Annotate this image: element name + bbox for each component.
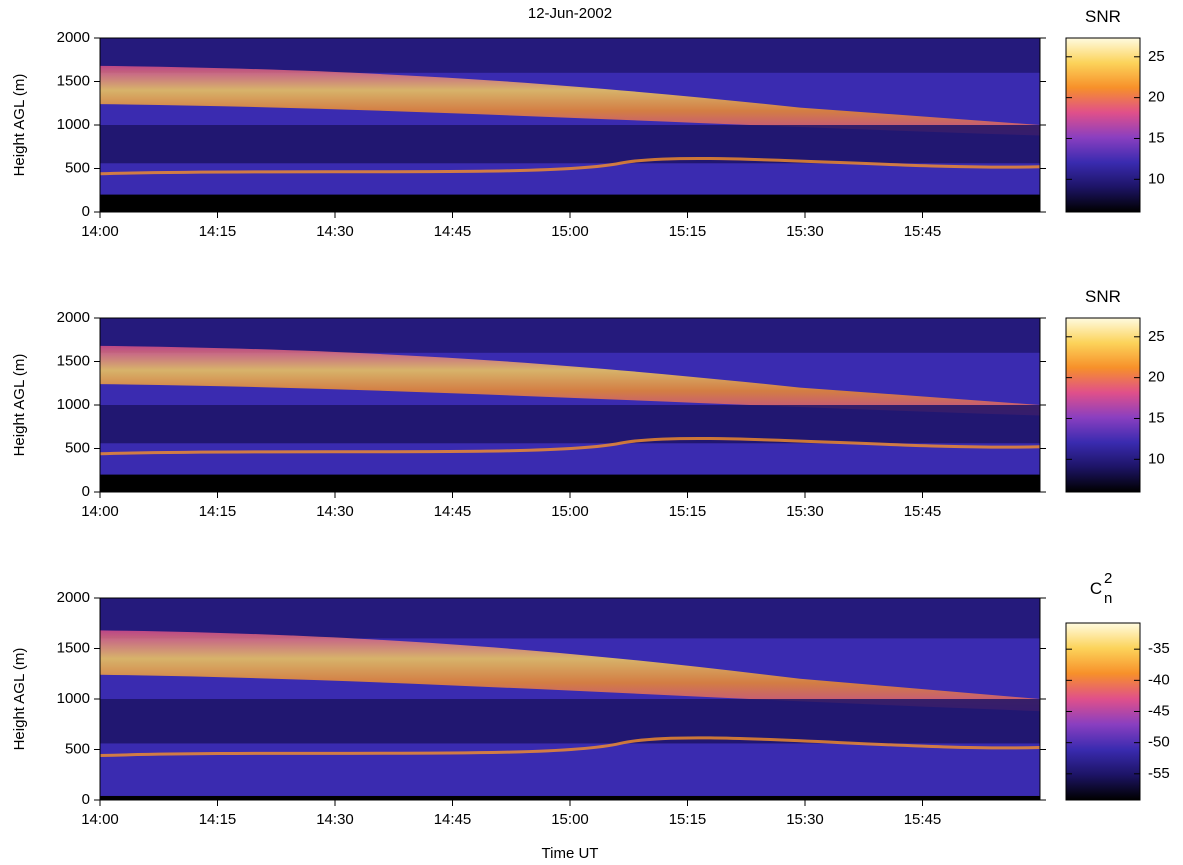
x-tick-label: 15:30 <box>786 811 824 828</box>
x-tick-label: 15:45 <box>904 503 942 520</box>
colorbar-label-sup: 2 <box>1104 570 1112 587</box>
figure: 12-Jun-2002 Time UT 050010001500200014:0… <box>0 0 1183 865</box>
y-tick-label: 1000 <box>57 396 90 413</box>
x-tick-label: 14:00 <box>81 503 119 520</box>
x-tick-label: 15:15 <box>669 503 707 520</box>
colorbar <box>1066 318 1140 492</box>
chart-title: 12-Jun-2002 <box>528 5 612 22</box>
x-tick-label: 14:00 <box>81 811 119 828</box>
colorbar-tick-label: -40 <box>1148 671 1170 688</box>
colorbar-label: SNR <box>1085 287 1121 306</box>
heatmap-upper <box>100 38 1040 73</box>
y-tick-label: 0 <box>82 203 90 220</box>
colorbar-tick-label: 25 <box>1148 48 1165 65</box>
colorbar-label-text: C <box>1090 579 1102 598</box>
x-tick-label: 15:45 <box>904 811 942 828</box>
x-tick-label: 14:45 <box>434 503 472 520</box>
y-tick-label: 500 <box>65 740 90 757</box>
colorbar-label: C <box>1090 579 1102 598</box>
x-tick-label: 14:15 <box>199 811 237 828</box>
heatmap-mid <box>100 125 1040 163</box>
colorbar-tick-label: 20 <box>1148 369 1165 386</box>
y-tick-label: 1000 <box>57 690 90 707</box>
y-tick-label: 1500 <box>57 352 90 369</box>
colorbar <box>1066 623 1140 800</box>
y-tick-label: 500 <box>65 159 90 176</box>
heatmap-upper <box>100 598 1040 638</box>
x-tick-label: 14:30 <box>316 811 354 828</box>
x-tick-label: 14:45 <box>434 811 472 828</box>
colorbar-tick-label: 15 <box>1148 409 1165 426</box>
colorbar-tick-label: -50 <box>1148 734 1170 751</box>
y-tick-label: 1000 <box>57 116 90 133</box>
heatmap-ground <box>100 195 1040 212</box>
colorbar-label-text: SNR <box>1085 287 1121 306</box>
y-tick-label: 2000 <box>57 309 90 326</box>
y-axis-label: Height AGL (m) <box>11 354 28 457</box>
x-tick-label: 15:30 <box>786 503 824 520</box>
y-tick-label: 0 <box>82 791 90 808</box>
x-tick-label: 14:45 <box>434 223 472 240</box>
x-tick-label: 15:00 <box>551 223 589 240</box>
x-tick-label: 15:45 <box>904 223 942 240</box>
y-tick-label: 1500 <box>57 72 90 89</box>
y-tick-label: 2000 <box>57 589 90 606</box>
colorbar <box>1066 38 1140 212</box>
heatmap-mid <box>100 405 1040 443</box>
heatmap-upper <box>100 318 1040 353</box>
x-tick-label: 14:00 <box>81 223 119 240</box>
x-tick-label: 14:15 <box>199 223 237 240</box>
colorbar-tick-label: 20 <box>1148 89 1165 106</box>
y-tick-label: 500 <box>65 439 90 456</box>
x-axis-label: Time UT <box>542 845 599 862</box>
colorbar-tick-label: 25 <box>1148 328 1165 345</box>
x-tick-label: 15:15 <box>669 223 707 240</box>
heatmap-ground <box>100 796 1040 800</box>
x-tick-label: 15:30 <box>786 223 824 240</box>
colorbar-tick-label: -45 <box>1148 702 1170 719</box>
colorbar-tick-label: -35 <box>1148 640 1170 657</box>
heatmap-ground <box>100 475 1040 492</box>
colorbar-label: SNR <box>1085 7 1121 26</box>
x-tick-label: 14:15 <box>199 503 237 520</box>
x-tick-label: 15:00 <box>551 503 589 520</box>
x-tick-label: 15:00 <box>551 811 589 828</box>
heatmap-mid <box>100 699 1040 743</box>
colorbar-label-sub: n <box>1104 590 1112 607</box>
colorbar-tick-label: 15 <box>1148 129 1165 146</box>
y-axis-label: Height AGL (m) <box>11 648 28 751</box>
y-axis-label: Height AGL (m) <box>11 74 28 177</box>
y-tick-label: 2000 <box>57 29 90 46</box>
colorbar-label-text: SNR <box>1085 7 1121 26</box>
x-tick-label: 14:30 <box>316 503 354 520</box>
colorbar-tick-label: -55 <box>1148 765 1170 782</box>
x-tick-label: 15:15 <box>669 811 707 828</box>
y-tick-label: 0 <box>82 483 90 500</box>
y-tick-label: 1500 <box>57 639 90 656</box>
colorbar-tick-label: 10 <box>1148 170 1165 187</box>
x-tick-label: 14:30 <box>316 223 354 240</box>
colorbar-tick-label: 10 <box>1148 450 1165 467</box>
